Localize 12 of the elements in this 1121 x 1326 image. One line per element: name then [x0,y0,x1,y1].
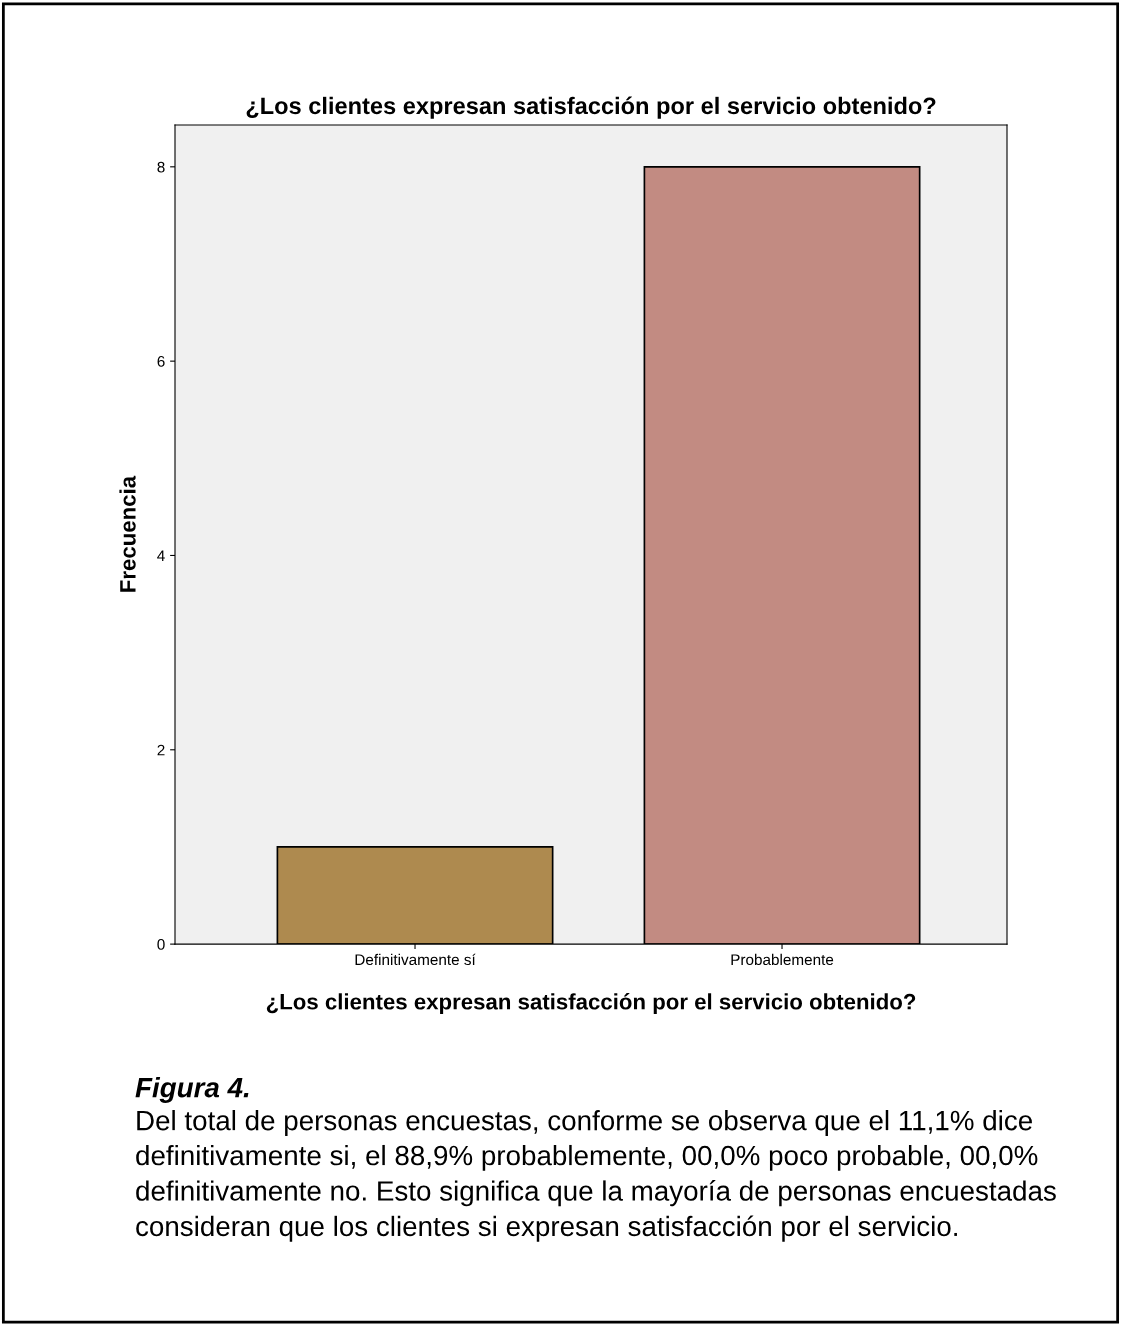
x-tick-label: Definitivamente sí [355,953,476,966]
y-tick-label: 0 [157,938,165,950]
x-axis-title: ¿Los clientes expresan satisfacción por el servicio obtenido? [266,993,916,1014]
x-tick-label: Probablemente [731,953,834,966]
text: Figura 4. [135,1077,249,1103]
text: Del total de personas encuestas, conforme se observa que el 11,1% dice definitivamente si, el 88,9% probablemente, 00,0% poco probable, 00,0% definitivamente no. Esto significa que la mayoría de personas encuestadas consideran que los clientes si expresan satisfacción por el servicio. [136,1110,1056,1242]
y-tick-label: 6 [157,356,165,367]
y-tick-label: 8 [157,161,165,173]
y-tick-label: 2 [157,744,165,756]
chart-title: ¿Los clientes expresan satisfacción por el servicio obtenido? [246,96,936,119]
y-axis-title: Frecuencia [119,475,136,592]
y-tick-label: 4 [157,550,165,561]
